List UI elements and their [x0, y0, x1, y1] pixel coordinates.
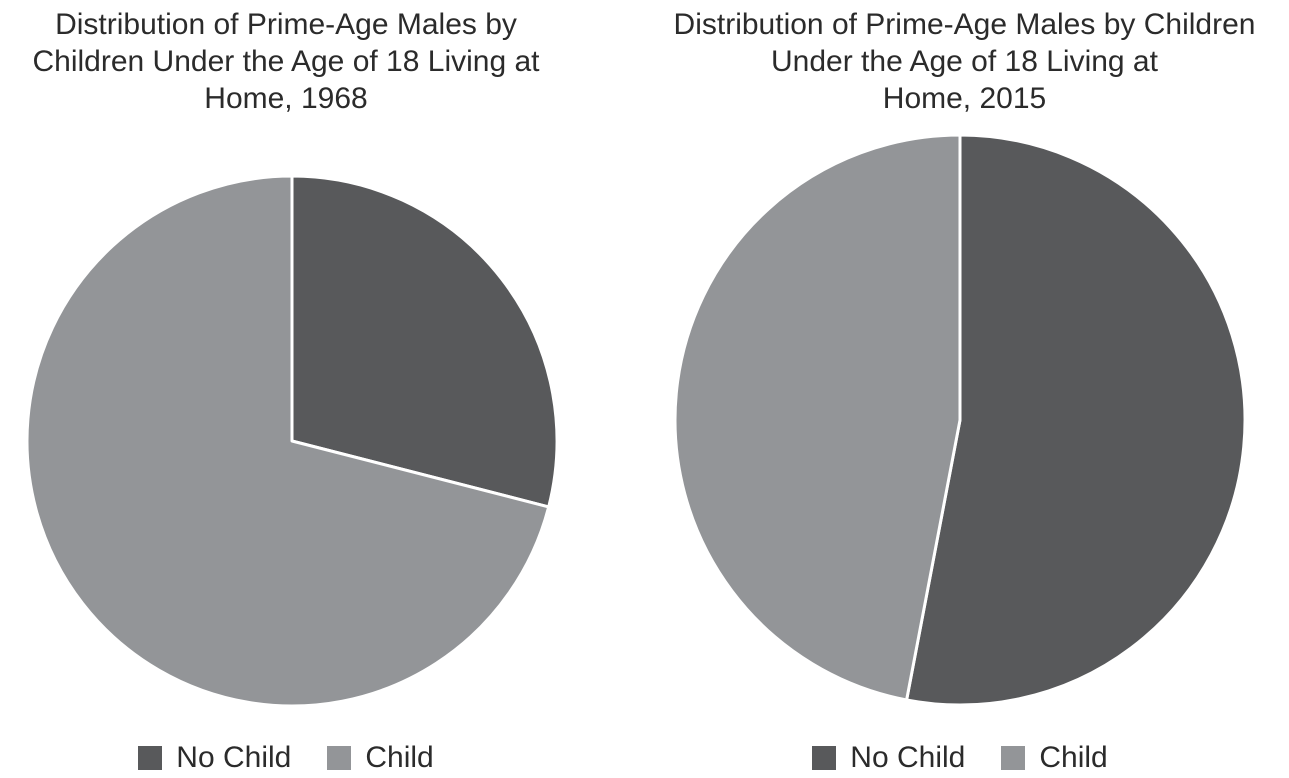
- legend-swatch-no-child-1968: [138, 746, 163, 770]
- chart-title-1968-line-2: Children Under the Age of 18 Living at: [32, 45, 540, 78]
- legend-label-no-child-2015: No Child: [850, 741, 966, 774]
- legend-label-no-child-1968: No Child: [176, 741, 292, 774]
- pie-slice-child: [25, 174, 551, 708]
- pie-2015: [673, 133, 1247, 707]
- legend-item-no-child-1968: No Child: [138, 742, 291, 774]
- legend-label-child-1968: Child: [365, 741, 434, 774]
- legend-item-no-child-2015: No Child: [812, 742, 965, 774]
- chart-title-1968-line-1: Distribution of Prime-Age Males by: [55, 8, 517, 41]
- legend-1968: No Child Child: [0, 742, 572, 774]
- legend-2015: No Child Child: [660, 742, 1260, 774]
- chart-title-2015: Distribution of Prime-Age Males by Child…: [640, 6, 1289, 117]
- pie-slice-child: [673, 133, 962, 702]
- pie-slice-no-child: [905, 133, 1247, 707]
- chart-title-1968: Distribution of Prime-Age Males by Child…: [0, 6, 572, 117]
- pie-1968: [25, 174, 559, 708]
- chart-title-2015-line-1: Distribution of Prime-Age Males by Child…: [673, 8, 1256, 41]
- legend-item-child-2015: Child: [1001, 741, 1108, 774]
- legend-label-child-2015: Child: [1039, 741, 1108, 774]
- chart-title-2015-line-2: Under the Age of 18 Living at: [771, 45, 1158, 78]
- legend-swatch-child-2015: [1001, 746, 1026, 770]
- legend-swatch-no-child-2015: [812, 746, 837, 770]
- pie-slice-no-child: [290, 174, 559, 509]
- legend-swatch-child-1968: [327, 746, 352, 770]
- legend-item-child-1968: Child: [327, 741, 434, 774]
- chart-title-2015-line-3: Home, 2015: [882, 82, 1047, 115]
- chart-title-1968-line-3: Home, 1968: [204, 82, 368, 115]
